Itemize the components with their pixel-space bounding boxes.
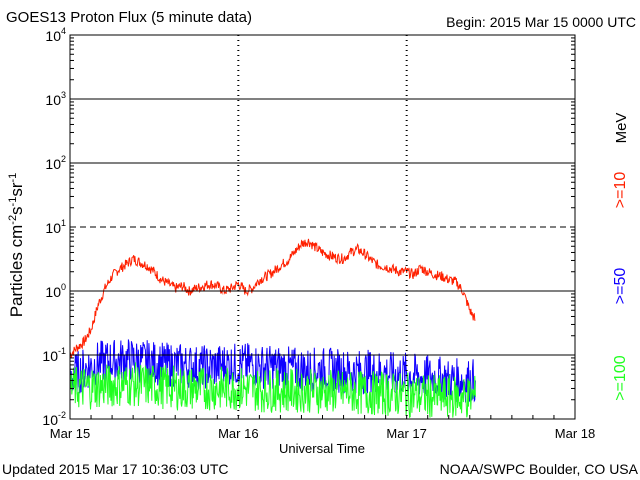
legend-entry: >=50 xyxy=(612,268,629,305)
y-tick-label: 10-2 xyxy=(42,410,66,428)
x-tick-label: Mar 15 xyxy=(50,426,90,441)
y-tick-label: 100 xyxy=(45,282,66,300)
x-tick-label: Mar 18 xyxy=(555,426,595,441)
chart-title: GOES13 Proton Flux (5 minute data) xyxy=(6,9,252,26)
y-tick-label: 10-1 xyxy=(42,346,66,364)
series-line-ge100 xyxy=(69,362,476,419)
begin-time: Begin: 2015 Mar 15 0000 UTC xyxy=(446,14,636,30)
x-tick-label: Mar 16 xyxy=(218,426,258,441)
x-axis-label: Universal Time xyxy=(279,441,365,456)
x-tick-label: Mar 17 xyxy=(386,426,426,441)
y-tick-label: 101 xyxy=(45,218,66,236)
noaa-credit: NOAA/SWPC Boulder, CO USA xyxy=(440,461,639,477)
unit-label: MeV xyxy=(613,113,630,144)
y-tick-label: 104 xyxy=(45,26,66,44)
y-axis-label: Particles cm-2s-1sr-1 xyxy=(7,173,26,318)
legend-entry: >=10 xyxy=(612,172,629,209)
y-tick-label: 103 xyxy=(45,90,66,108)
series-line-ge10 xyxy=(69,238,476,358)
legend-entry: >=100 xyxy=(612,355,629,400)
updated-timestamp: Updated 2015 Mar 17 10:36:03 UTC xyxy=(2,461,228,477)
y-tick-label: 102 xyxy=(45,154,66,172)
